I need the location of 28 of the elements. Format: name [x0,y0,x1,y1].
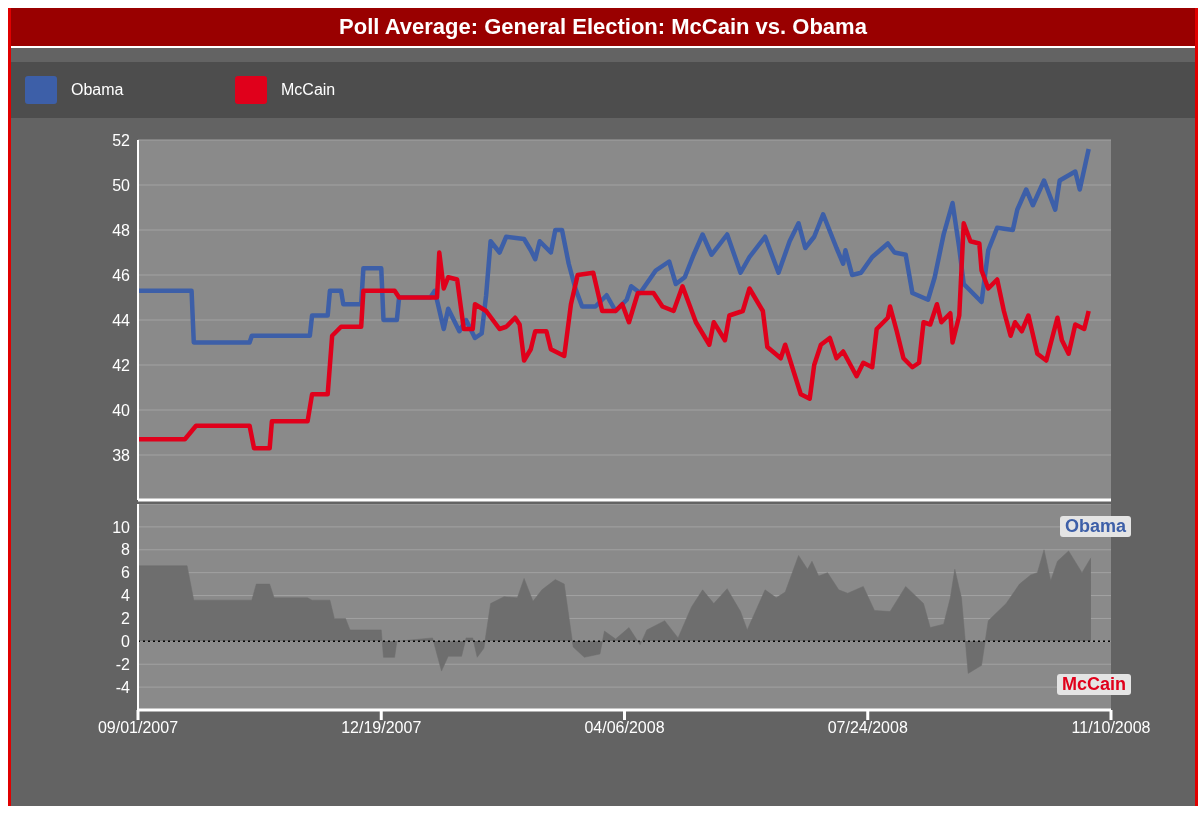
x-tick-label: 12/19/2007 [341,719,422,737]
y-tick-label: 8 [121,541,131,559]
y-tick-label: 10 [112,518,131,536]
annotation: McCain [1056,674,1131,695]
y-tick-label: 48 [112,221,131,239]
annotation: Obama [1059,516,1131,537]
y-tick-label: 42 [112,356,131,374]
x-tick-label: 04/06/2008 [584,719,665,737]
y-tick-label: 2 [121,610,131,628]
y-tick-label: -4 [115,678,131,696]
y-tick-label: 46 [112,266,131,284]
legend-label: Obama [71,81,124,99]
y-tick-label: 44 [112,311,131,329]
line-series [138,221,1091,451]
chart-title: Poll Average: General Election: McCain vs. Obama [11,8,1195,48]
y-tick-label: 6 [121,564,131,582]
y-tick-label: 4 [121,587,131,605]
legend-label: McCain [281,81,336,99]
y-tick-label: 40 [112,401,131,419]
x-tick-label: 09/01/2007 [97,719,179,737]
y-tick-label: 0 [121,633,131,651]
y-tick-label: 52 [112,131,131,149]
line-series [138,146,1091,345]
x-tick-label: 07/24/2008 [827,719,908,737]
y-tick-label: 38 [112,446,131,464]
y-tick-label: 50 [112,176,131,194]
y-tick-label: -2 [115,655,131,673]
x-tick-label: 11/10/2008 [1071,719,1151,737]
